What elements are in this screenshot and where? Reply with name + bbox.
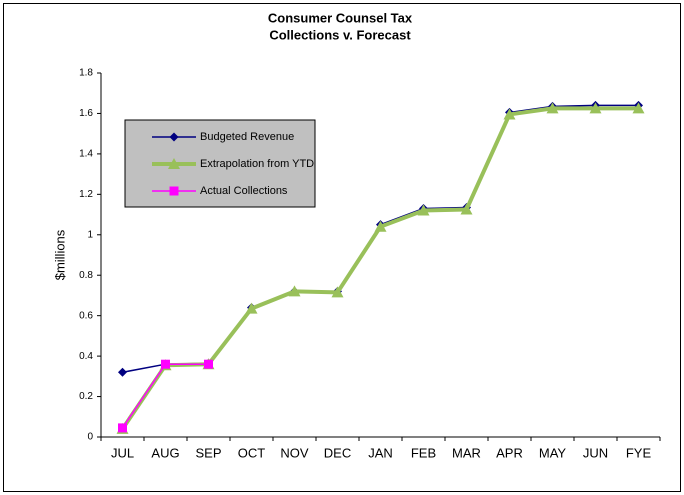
marker bbox=[589, 102, 602, 114]
y-tick-label: 1.2 bbox=[79, 189, 93, 200]
legend-label: Actual Collections bbox=[200, 185, 288, 197]
y-tick-label: 0 bbox=[87, 432, 93, 443]
y-tick-label: 0.2 bbox=[79, 391, 93, 402]
marker bbox=[169, 186, 179, 196]
y-tick-label: 1.8 bbox=[79, 68, 93, 79]
marker bbox=[118, 423, 127, 433]
marker bbox=[546, 102, 559, 114]
x-tick-label: JAN bbox=[368, 445, 393, 460]
x-tick-label: SEP bbox=[195, 445, 221, 460]
legend-label: Extrapolation from YTD bbox=[200, 158, 314, 170]
x-tick-label: FYE bbox=[626, 445, 652, 460]
x-tick-label: DEC bbox=[324, 445, 351, 460]
chart-border bbox=[3, 3, 681, 492]
marker bbox=[331, 286, 344, 298]
marker bbox=[374, 220, 387, 232]
marker bbox=[632, 102, 645, 114]
chart-title: Consumer Counsel Tax bbox=[268, 10, 413, 25]
marker bbox=[288, 285, 301, 297]
marker bbox=[460, 203, 473, 215]
marker bbox=[161, 359, 170, 369]
marker bbox=[169, 132, 179, 142]
x-tick-label: APR bbox=[496, 445, 523, 460]
marker bbox=[168, 158, 180, 169]
y-tick-label: 1.6 bbox=[79, 108, 93, 119]
chart-title: Collections v. Forecast bbox=[269, 27, 411, 42]
y-tick-label: 0.4 bbox=[79, 351, 93, 362]
x-tick-label: FEB bbox=[411, 445, 436, 460]
x-tick-label: JUL bbox=[111, 445, 134, 460]
marker bbox=[245, 302, 258, 314]
marker bbox=[503, 108, 516, 120]
y-tick-label: 1.4 bbox=[79, 149, 93, 160]
x-tick-label: OCT bbox=[238, 445, 266, 460]
legend-label: Budgeted Revenue bbox=[200, 131, 294, 143]
x-tick-label: NOV bbox=[280, 445, 309, 460]
y-axis-label: $millions bbox=[52, 229, 67, 280]
legend: Budgeted Revenue Extrapolation from YTD Ac… bbox=[124, 119, 316, 208]
marker bbox=[118, 367, 127, 377]
marker bbox=[417, 204, 430, 216]
y-tick-label: 0.8 bbox=[79, 270, 93, 281]
x-tick-label: JUN bbox=[583, 445, 608, 460]
x-tick-label: MAY bbox=[539, 445, 567, 460]
y-tick-label: 1 bbox=[87, 229, 93, 240]
marker bbox=[204, 359, 213, 369]
series bbox=[118, 359, 213, 433]
x-tick-label: MAR bbox=[452, 445, 481, 460]
y-tick-label: 0.6 bbox=[79, 310, 93, 321]
x-tick-label: AUG bbox=[151, 445, 179, 460]
